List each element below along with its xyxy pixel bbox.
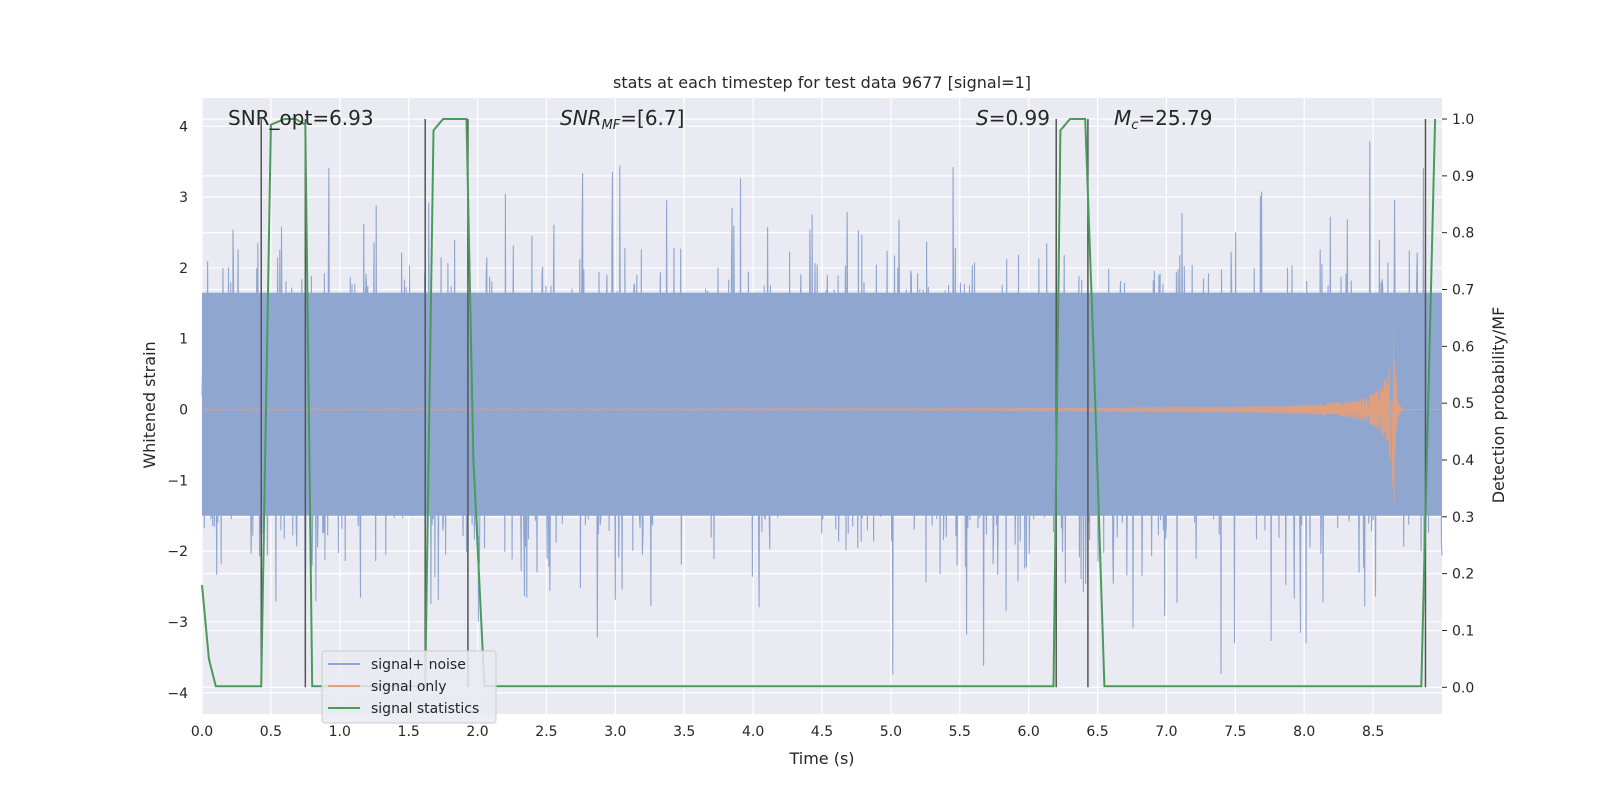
y-tick-label-0: 4 <box>179 119 188 135</box>
annotation-mc: Mc=25.79 <box>1114 106 1212 133</box>
y2-axis-label: Detection probability/MF <box>1489 307 1508 504</box>
x-tick-label-15: 7.5 <box>1224 724 1246 740</box>
legend-label-signal-plus-noise: signal+ noise <box>371 657 466 673</box>
y2-tick-label-6: 0.4 <box>1452 453 1474 469</box>
legend-label-signal-statistics: signal statistics <box>371 701 479 717</box>
y-axis-ticks: 4 3 2 1 0 −1 −2 −3 −4 <box>167 119 188 701</box>
statistics-line <box>201 118 1437 688</box>
x-tick-label-16: 8.0 <box>1293 724 1315 740</box>
y-tick-label-5: −1 <box>167 473 188 489</box>
y2-tick-label-7: 0.3 <box>1452 510 1474 526</box>
annotation-snr-opt: SNR_opt=6.93 <box>228 106 374 130</box>
x-tick-label-12: 6.0 <box>1018 724 1040 740</box>
y2-tick-label-2: 0.8 <box>1452 226 1474 242</box>
y2-tick-label-4: 0.6 <box>1452 339 1474 355</box>
y-tick-label-3: 1 <box>179 332 188 348</box>
y-tick-label-8: −4 <box>167 686 188 702</box>
y-axis-label: Whitened strain <box>140 341 159 468</box>
x-tick-label-1: 0.5 <box>260 724 282 740</box>
x-tick-label-3: 1.5 <box>398 724 420 740</box>
y-tick-label-2: 2 <box>179 261 188 277</box>
legend-label-signal-only: signal only <box>371 679 446 695</box>
x-tick-label-2: 1.0 <box>329 724 351 740</box>
series-signal-statistics <box>201 118 1437 688</box>
x-tick-label-11: 5.5 <box>949 724 971 740</box>
x-tick-label-13: 6.5 <box>1086 724 1108 740</box>
legend: signal+ noise signal only signal statist… <box>321 650 497 724</box>
y2-axis-ticks: 1.0 0.9 0.8 0.7 0.6 0.5 0.4 0.3 0.2 0.1 0.0 <box>1442 112 1474 696</box>
y2-tick-label-5: 0.5 <box>1452 396 1474 412</box>
y-tick-label-7: −3 <box>167 615 188 631</box>
y2-tick-label-0: 1.0 <box>1452 112 1474 128</box>
y-tick-label-4: 0 <box>179 403 188 419</box>
y2-tick-label-1: 0.9 <box>1452 169 1474 185</box>
x-tick-label-5: 2.5 <box>535 724 557 740</box>
chart-title: stats at each timestep for test data 967… <box>613 73 1031 92</box>
x-tick-label-4: 2.0 <box>466 724 488 740</box>
y2-tick-label-3: 0.7 <box>1452 283 1474 299</box>
x-axis-ticks: 0.0 0.5 1.0 1.5 2.0 2.5 3.0 3.5 4.0 4.5 5.0 5.5 6.0 6… <box>191 724 1384 740</box>
y2-tick-label-9: 0.1 <box>1452 623 1474 639</box>
legend-box <box>321 650 497 724</box>
x-tick-label-8: 4.0 <box>742 724 764 740</box>
annotation-s: S=0.99 <box>976 106 1050 130</box>
x-tick-label-17: 8.5 <box>1362 724 1384 740</box>
chirp-trace <box>201 326 1442 504</box>
x-tick-label-6: 3.0 <box>604 724 626 740</box>
annotation-snr-mf: SNRMF=[6.7] <box>560 106 684 133</box>
x-tick-label-9: 4.5 <box>811 724 833 740</box>
noise-trace <box>201 140 1443 679</box>
x-axis-label: Time (s) <box>788 749 854 768</box>
y2-tick-label-8: 0.2 <box>1452 567 1474 583</box>
x-tick-label-14: 7.0 <box>1155 724 1177 740</box>
y-tick-label-1: 3 <box>179 190 188 206</box>
y-tick-label-6: −2 <box>167 544 188 560</box>
x-tick-label-10: 5.0 <box>880 724 902 740</box>
x-tick-label-7: 3.5 <box>673 724 695 740</box>
series-signal-only <box>201 326 1442 504</box>
x-tick-label-0: 0.0 <box>191 724 213 740</box>
series-signal-plus-noise <box>201 140 1443 679</box>
y2-tick-label-10: 0.0 <box>1452 680 1474 696</box>
